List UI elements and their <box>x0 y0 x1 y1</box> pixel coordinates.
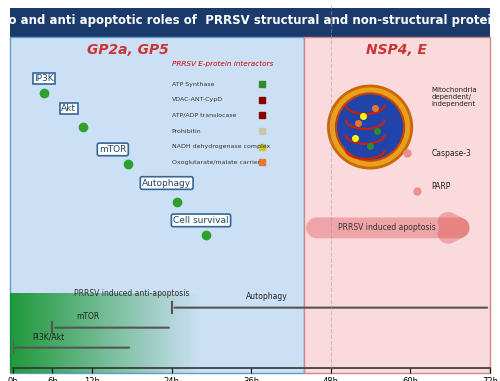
Ellipse shape <box>336 93 404 161</box>
FancyArrowPatch shape <box>316 222 459 234</box>
Text: ATP Synthase: ATP Synthase <box>172 82 214 86</box>
Text: NADH dehydrogenase complex: NADH dehydrogenase complex <box>172 144 270 149</box>
Ellipse shape <box>328 86 411 168</box>
Text: Oxoglutarate/malate carrier: Oxoglutarate/malate carrier <box>172 160 260 165</box>
Text: mTOR: mTOR <box>76 312 100 321</box>
Text: PRRSV induced anti-apoptosis: PRRSV induced anti-apoptosis <box>74 289 190 298</box>
Text: mTOR: mTOR <box>99 145 126 154</box>
Text: PRRSV E-protein interactors: PRRSV E-protein interactors <box>172 61 273 67</box>
Text: Akt: Akt <box>61 104 76 113</box>
Text: NSP4, E: NSP4, E <box>366 43 428 58</box>
Text: VDAC-ANT-CypD: VDAC-ANT-CypD <box>172 97 222 102</box>
FancyBboxPatch shape <box>304 37 490 373</box>
Text: GP2a, GP5: GP2a, GP5 <box>86 43 168 58</box>
Text: IP3K: IP3K <box>34 74 54 83</box>
Text: Autophagy: Autophagy <box>246 292 288 301</box>
Text: Cell survival: Cell survival <box>173 216 229 225</box>
Text: ATP/ADP translocase: ATP/ADP translocase <box>172 113 236 118</box>
Text: PI3K/Akt: PI3K/Akt <box>32 332 64 341</box>
Text: PRRSV induced apoptosis: PRRSV induced apoptosis <box>338 223 436 232</box>
FancyBboxPatch shape <box>10 37 304 373</box>
Text: Caspase-3: Caspase-3 <box>432 149 471 158</box>
Text: Autophagy: Autophagy <box>142 179 192 187</box>
Text: PARP: PARP <box>432 182 450 191</box>
FancyBboxPatch shape <box>10 8 490 37</box>
Text: Prohibitin: Prohibitin <box>172 129 201 134</box>
Text: Mitochondria
dependent/
independent: Mitochondria dependent/ independent <box>432 87 477 107</box>
Text: Pro and anti apoptotic roles of  PRRSV structural and non-structural proteins: Pro and anti apoptotic roles of PRRSV st… <box>0 14 500 27</box>
